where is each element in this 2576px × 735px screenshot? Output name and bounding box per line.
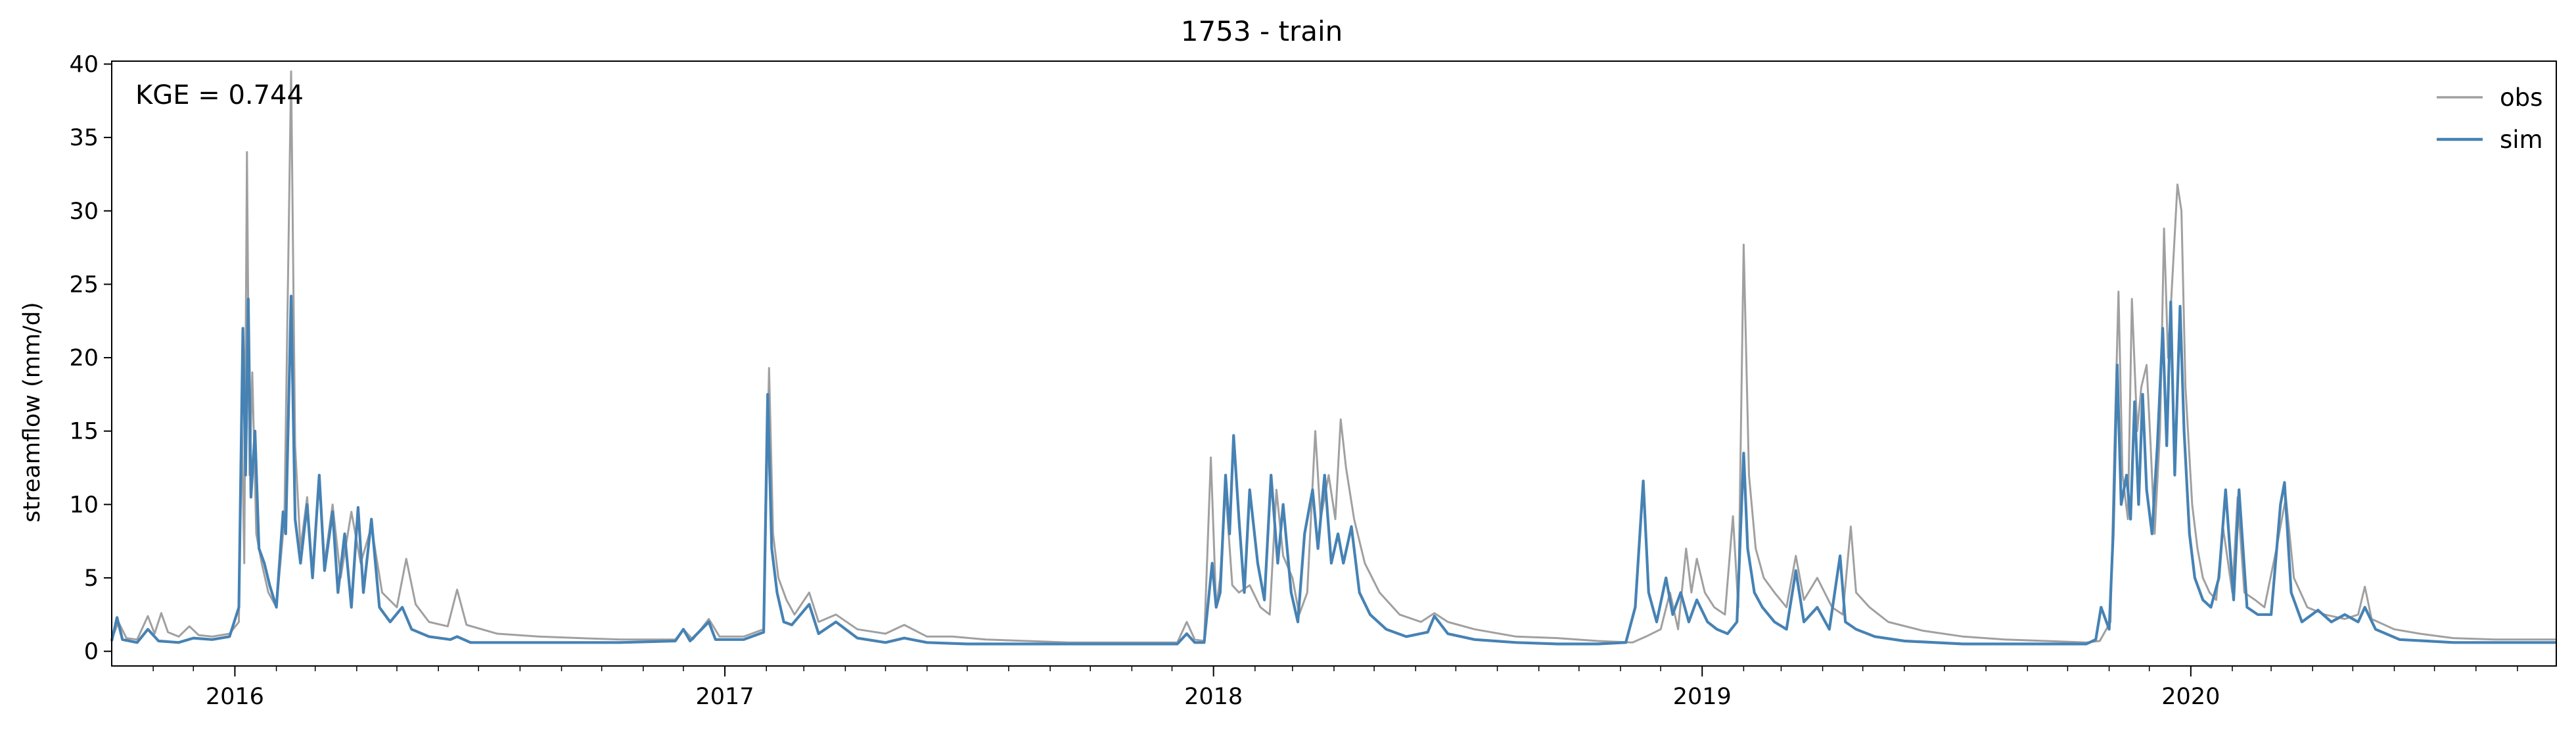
y-tick-label-0: 0 bbox=[84, 639, 99, 665]
y-tick-label-35: 35 bbox=[69, 125, 99, 151]
kge-annotation: KGE = 0.744 bbox=[135, 80, 304, 110]
y-tick-label-40: 40 bbox=[69, 51, 99, 78]
legend-label-sim: sim bbox=[2500, 126, 2543, 154]
chart-title: 1753 - train bbox=[1181, 15, 1343, 47]
y-tick-label-10: 10 bbox=[69, 492, 99, 518]
plot-frame bbox=[111, 60, 2557, 667]
x-tick-label-2020: 2020 bbox=[2161, 684, 2220, 710]
x-tick-label-2017: 2017 bbox=[696, 684, 754, 710]
x-tick-label-2016: 2016 bbox=[206, 684, 264, 710]
y-tick-label-15: 15 bbox=[69, 419, 99, 445]
legend: obs sim bbox=[2437, 83, 2543, 154]
axes: 0 5 10 15 20 25 30 35 40 2016 2017 2018 2019 2020 bbox=[69, 51, 2557, 710]
y-tick-label-5: 5 bbox=[84, 565, 99, 592]
series-line-sim bbox=[110, 295, 2556, 646]
plot-area bbox=[110, 70, 2556, 646]
y-tick-label-20: 20 bbox=[69, 345, 99, 371]
x-tick-label-2019: 2019 bbox=[1673, 684, 1732, 710]
x-tick-label-2018: 2018 bbox=[1184, 684, 1243, 710]
y-axis-label: streamflow (mm/d) bbox=[19, 302, 45, 522]
y-tick-label-25: 25 bbox=[69, 272, 99, 298]
y-tick-label-30: 30 bbox=[69, 199, 99, 225]
legend-label-obs: obs bbox=[2500, 83, 2542, 112]
